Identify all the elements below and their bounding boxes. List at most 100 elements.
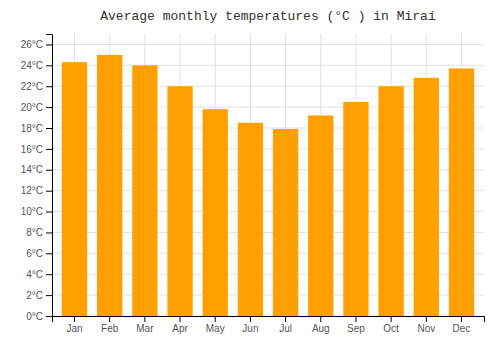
x-tick: Jun [242, 316, 258, 334]
bar [62, 62, 87, 316]
x-tick-mark [109, 316, 110, 322]
bar [97, 55, 122, 316]
bar [167, 86, 192, 316]
x-tick-mark [391, 316, 392, 322]
x-tick-label: Apr [172, 323, 188, 334]
x-tick-mark [180, 316, 181, 322]
y-tick-label: 10°C [21, 206, 43, 217]
y-tick-label: 26°C [21, 39, 43, 50]
x-tick-mark [285, 316, 286, 322]
x-tick: May [206, 316, 225, 334]
x-tick: Apr [172, 316, 188, 334]
x-tick-label: Jul [279, 323, 292, 334]
y-tick-label: 8°C [26, 227, 43, 238]
y-tick-label: 14°C [21, 164, 43, 175]
y-tick-mark [46, 149, 52, 150]
y-tick-mark [46, 107, 52, 108]
y-tick-mark [46, 295, 52, 296]
x-tick: Oct [383, 316, 399, 334]
x-tick: Sep [347, 316, 365, 334]
x-tick-label: Mar [136, 323, 154, 334]
x-tick-mark [144, 316, 145, 322]
x-tick-label: May [206, 323, 225, 334]
x-tick: Nov [417, 316, 435, 334]
y-tick-mark [46, 65, 52, 66]
y-tick-mark [46, 274, 52, 275]
x-tick-label: Nov [417, 323, 435, 334]
x-tick-mark [250, 316, 251, 322]
y-tick: 12°C [21, 185, 52, 196]
bar [203, 109, 228, 316]
x-tick: Jul [279, 316, 292, 334]
x-tick-label: Feb [101, 323, 119, 334]
y-tick: 6°C [26, 248, 52, 259]
y-tick: 16°C [21, 144, 52, 155]
x-axis: Jan Feb Mar Apr May Jun Jul Aug Sep Oct Nov Dec [53, 316, 485, 334]
x-tick: Aug [312, 316, 330, 334]
y-tick: 10°C [21, 206, 52, 217]
y-tick-label: 24°C [21, 60, 43, 71]
y-tick: 24°C [21, 60, 52, 71]
chart: 0°C 2°C 4°C 6°C 8°C 10°C 12°C 14°C 16°C 18°C 20°C 2… [0, 0, 500, 350]
x-tick-label: Aug [312, 323, 330, 334]
title: Average monthly temperatures (°C ) in Mi… [100, 9, 436, 24]
bar [449, 68, 474, 316]
y-tick: 20°C [21, 102, 52, 113]
x-tick-mark [74, 316, 75, 322]
x-tick: Feb [101, 316, 119, 334]
x-tick-label: Sep [347, 323, 365, 334]
x-tick-label: Jun [242, 323, 258, 334]
x-tick: Mar [136, 316, 154, 334]
y-tick-label: 4°C [26, 269, 43, 280]
y-axis-line [46, 35, 53, 317]
plot: 0°C 2°C 4°C 6°C 8°C 10°C 12°C 14°C 16°C 18°C 20°C 2… [21, 34, 485, 334]
y-tick-label: 2°C [26, 290, 43, 301]
y-tick-mark [46, 316, 52, 317]
x-tick-mark [320, 316, 321, 322]
x-axis-line [53, 317, 485, 323]
x-tick-label: Jan [66, 323, 82, 334]
bar [343, 102, 368, 316]
bar [132, 65, 157, 316]
x-tick-mark [355, 316, 356, 322]
bar [308, 115, 333, 316]
x-tick: Jan [66, 316, 82, 334]
bar [378, 86, 403, 316]
grid [52, 34, 484, 316]
y-tick: 22°C [21, 81, 52, 92]
x-tick: Dec [453, 316, 471, 334]
y-tick-label: 20°C [21, 102, 43, 113]
y-tick-mark [46, 86, 52, 87]
x-tick-mark [461, 316, 462, 322]
y-grid-line [52, 44, 484, 45]
x-tick-label: Oct [383, 323, 399, 334]
y-tick-label: 0°C [26, 311, 43, 322]
y-tick-mark [46, 170, 52, 171]
y-tick-label: 12°C [21, 185, 43, 196]
bars [62, 55, 474, 316]
y-axis: 0°C 2°C 4°C 6°C 8°C 10°C 12°C 14°C 16°C 18°C 20°C 2… [21, 35, 53, 322]
y-tick-mark [46, 191, 52, 192]
y-tick-label: 16°C [21, 144, 43, 155]
y-tick-label: 18°C [21, 123, 43, 134]
y-tick-mark [46, 232, 52, 233]
y-tick-mark [46, 253, 52, 254]
y-tick-label: 6°C [26, 248, 43, 259]
bar [414, 78, 439, 316]
y-tick: 4°C [26, 269, 52, 280]
y-tick: 2°C [26, 290, 52, 301]
y-tick-mark [46, 44, 52, 45]
y-tick: 26°C [21, 39, 52, 50]
x-tick-mark [215, 316, 216, 322]
y-tick-mark [46, 128, 52, 129]
y-tick-label: 22°C [21, 81, 43, 92]
y-tick: 18°C [21, 123, 52, 134]
y-tick-mark [46, 212, 52, 213]
y-tick: 0°C [26, 311, 52, 322]
y-tick: 8°C [26, 227, 52, 238]
bar [238, 123, 263, 316]
y-tick: 14°C [21, 164, 52, 175]
bar [273, 129, 298, 316]
x-tick-label: Dec [453, 323, 471, 334]
x-tick-mark [426, 316, 427, 322]
